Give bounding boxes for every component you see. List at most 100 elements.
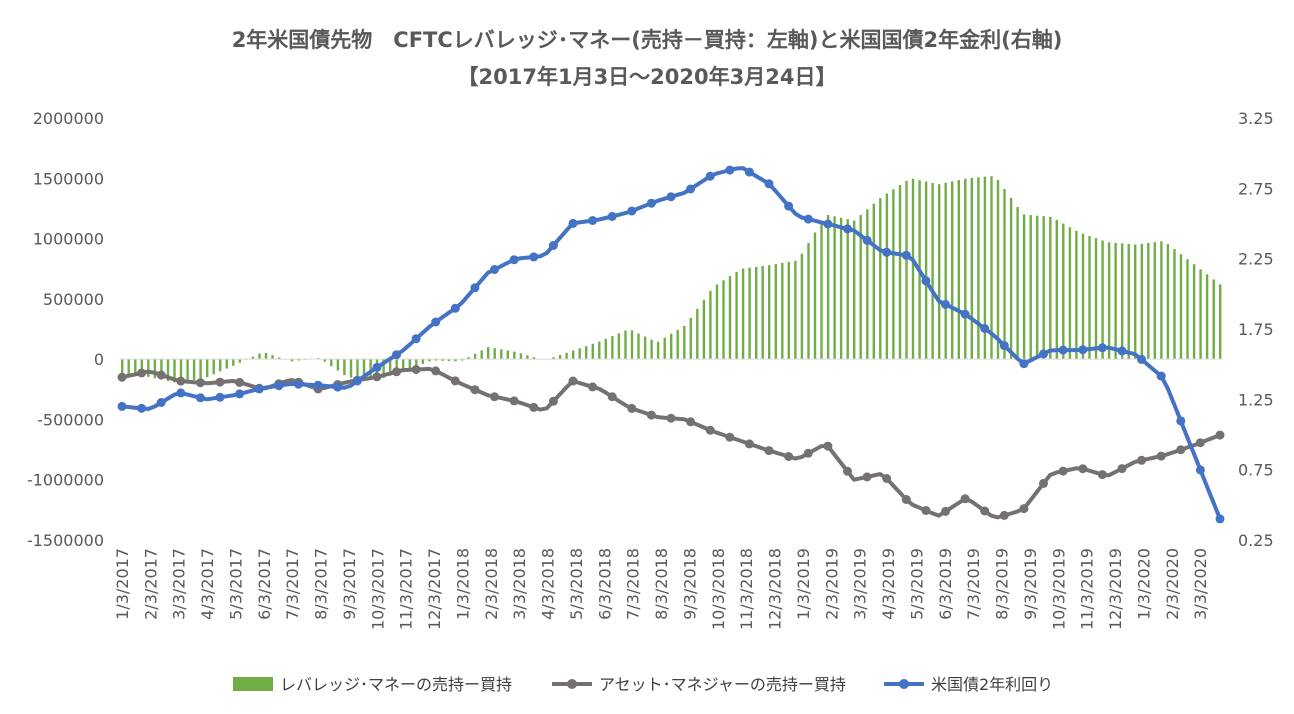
leveraged-bar [513,351,516,360]
leveraged-bar [558,355,562,360]
asset-manager-marker [195,378,205,388]
leveraged-bar [585,346,588,360]
treasury-yield-marker [352,376,362,386]
leveraged-bar [1107,242,1111,360]
asset-manager-marker [1039,478,1048,488]
leveraged-bar [1029,215,1032,360]
leveraged-bar [656,341,660,360]
x-axis-tick: 2/3/2017 [141,548,160,620]
leveraged-bar [153,359,157,379]
leveraged-bar [362,359,366,380]
treasury-yield-marker [274,381,284,391]
asset-manager-marker [843,466,852,476]
chart-title: 2年米国債先物 CFTCレバレッジ･マネー(売持－買持：左軸)と米国国債2年金利… [231,28,1063,52]
asset-manager-marker [215,377,225,387]
leveraged-bar [212,359,215,375]
legend: レバレッジ･マネーの売持ー買持 アセット･マネジャーの売持ー買持 米国債2年利回り [233,675,1053,694]
x-axis-tick: 4/3/2017 [198,548,217,620]
leveraged-bar [1166,244,1170,360]
asset-manager-marker [176,376,186,386]
leveraged-bar [866,209,869,360]
treasury-yield-marker [1195,465,1205,475]
treasury-yield-marker [294,379,303,389]
x-axis-tick: 5/3/2017 [227,548,246,620]
leveraged-bar [794,260,797,360]
treasury-yield-marker [784,201,794,211]
treasury-yield-marker [470,283,480,293]
x-axis-tick: 7/3/2017 [283,548,302,620]
leveraged-bar [800,253,804,360]
right-axis-tick: 1.25 [1238,390,1274,409]
legend-label-yield: 米国債2年利回り [931,675,1053,694]
leveraged-bar [206,359,209,377]
asset-manager-marker [980,506,990,516]
asset-manager-marker [1058,466,1068,476]
leveraged-bar [179,359,183,383]
right-axis-tick: 0.75 [1238,461,1274,480]
leveraged-bar [192,359,196,380]
leveraged-bar [1199,269,1202,360]
treasury-yield-marker [156,398,166,407]
treasury-yield-marker [882,247,892,257]
treasury-yield-marker [646,198,656,208]
leveraged-money-bars [121,176,1222,383]
x-axis-tick: 6/3/2018 [595,548,614,620]
leveraged-bar [1114,242,1117,360]
leveraged-bar [1205,274,1209,360]
left-axis-labels: 2000000 1500000 1000000 500000 0 -500000 -1000… [27,109,104,550]
leveraged-bar [970,177,973,360]
treasury-yield-marker [1176,416,1186,426]
leveraged-bar [219,359,222,372]
leveraged-bar [297,359,300,361]
asset-manager-marker [137,368,147,378]
x-axis-tick: 11/3/2019 [1078,548,1097,630]
treasury-yield-marker [333,382,343,392]
leveraged-bar [911,178,915,360]
leveraged-bar [271,355,274,360]
x-axis-tick: 4/3/2018 [539,548,558,620]
asset-manager-marker [1195,438,1205,448]
x-axis-tick: 7/3/2019 [964,548,983,620]
x-axis-tick: 6/3/2019 [936,548,955,620]
asset-manager-marker [1097,470,1107,480]
x-axis-tick: 5/3/2019 [907,548,926,620]
x-axis-tick: 11/3/2018 [737,548,756,630]
treasury-yield-marker [1215,514,1225,524]
x-axis-tick: 4/3/2019 [879,548,898,620]
x-axis-tick: 2/3/2019 [822,548,841,620]
treasury-yield-marker [509,255,519,265]
leveraged-bar [709,290,712,360]
asset-manager-marker [1215,430,1225,440]
leveraged-bar [990,176,993,360]
x-axis-tick: 12/3/2017 [425,548,444,630]
leveraged-bar [611,336,614,360]
left-axis-tick: -1000000 [27,471,104,490]
leveraged-bar [996,180,1000,360]
asset-manager-marker [744,439,754,449]
leveraged-bar [336,359,340,371]
x-axis-labels: 1/3/2017 2/3/2017 3/3/2017 4/3/2017 5/3/2017… [113,548,1210,630]
asset-manager-marker [588,382,598,392]
leveraged-bar [898,185,902,360]
leveraged-bar [755,266,758,360]
asset-manager-marker [450,376,460,386]
legend-marker-yield [899,679,909,689]
leveraged-bar [839,217,843,360]
leveraged-bar [820,221,823,360]
asset-manager-marker [607,392,617,402]
leveraged-bar [1016,206,1019,360]
leveraged-bar [395,359,398,374]
leveraged-bar [1009,197,1013,360]
asset-manager-marker [823,441,833,451]
right-axis-tick: 0.25 [1238,531,1274,550]
leveraged-bar [532,357,536,360]
leveraged-bar [290,359,294,362]
leveraged-bar [173,359,176,383]
leveraged-bar [722,280,725,360]
left-axis-tick: 1000000 [33,230,104,249]
treasury-yield-marker [1156,371,1166,381]
leveraged-bar [1036,215,1039,360]
treasury-yield-marker [823,219,833,229]
leveraged-bar [408,359,411,369]
